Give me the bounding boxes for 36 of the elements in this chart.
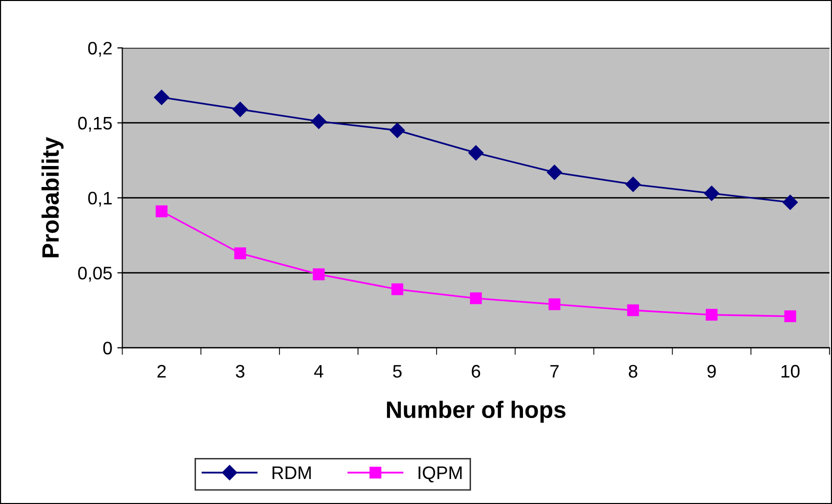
point [390,122,405,138]
y-axis-title: Probability [42,136,64,258]
x-tick-label: 8 [628,364,638,378]
point [470,292,482,304]
point [154,90,170,105]
point [311,114,326,129]
x-axis-title: Number of hops [386,400,566,423]
point [546,164,562,180]
point [234,247,246,260]
y-tick-label: 0,1 [88,192,112,207]
x-tick-label: 10 [782,364,800,378]
point [156,205,168,218]
point [391,283,404,296]
y-tick-label: 0,2 [88,42,112,57]
point [312,268,325,280]
point [232,102,248,117]
legend-label: IQPM [418,466,462,482]
point [548,298,560,310]
legend-label: RDM [272,466,311,479]
y-tick-label: 0 [103,342,112,354]
x-tick-label: 4 [314,365,324,378]
point [625,176,641,192]
point [706,308,718,321]
point [468,145,484,160]
x-tick-label: 7 [550,365,559,378]
point [784,310,796,322]
point [704,186,720,201]
x-tick-label: 9 [707,364,716,378]
y-tick-label: 0,05 [78,266,112,282]
x-tick-label: 2 [157,364,166,378]
x-tick-label: 6 [472,364,480,378]
point [782,194,798,210]
x-tick-label: 5 [393,365,402,378]
y-tick-label: 0,15 [78,116,112,132]
point [627,304,639,316]
x-tick-label: 3 [236,364,244,378]
